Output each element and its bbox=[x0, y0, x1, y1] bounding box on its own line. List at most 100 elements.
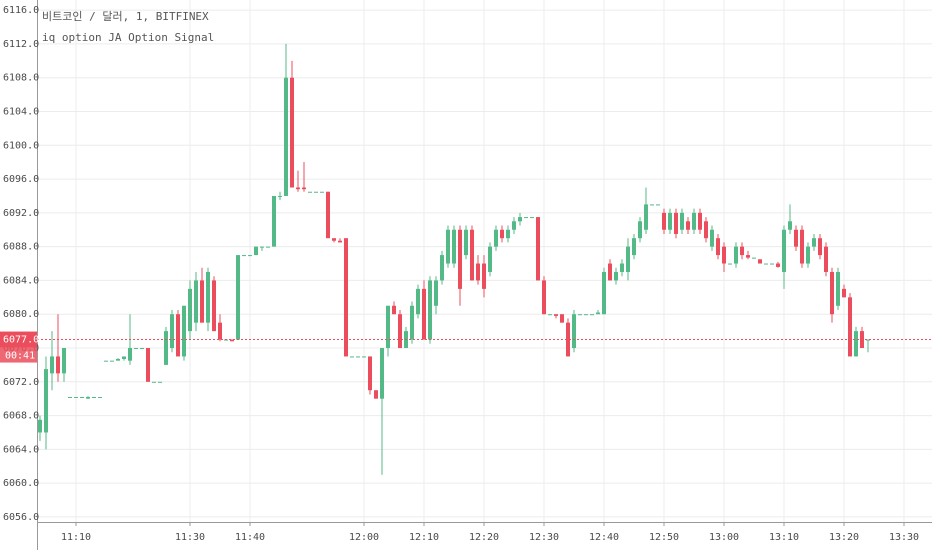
candle-body bbox=[590, 314, 594, 316]
candle-body bbox=[446, 229, 450, 264]
candle-body bbox=[158, 381, 162, 383]
candle-body bbox=[332, 238, 336, 241]
candle-body bbox=[218, 322, 222, 340]
candle-body bbox=[380, 348, 384, 399]
y-tick-label: 6060.0 bbox=[3, 478, 39, 489]
candle-body bbox=[242, 255, 246, 257]
candle-body bbox=[548, 314, 552, 316]
candle-body bbox=[668, 212, 672, 230]
candle-body bbox=[134, 348, 138, 349]
candle-body bbox=[716, 238, 720, 256]
candle-body bbox=[140, 348, 144, 349]
candle-body bbox=[410, 305, 414, 340]
candle-body bbox=[566, 322, 570, 357]
candle-body bbox=[614, 271, 618, 281]
candle-body bbox=[470, 229, 474, 281]
candle-body bbox=[518, 217, 522, 222]
candle-body bbox=[848, 297, 852, 357]
candle-body bbox=[56, 356, 60, 374]
candle-body bbox=[104, 360, 108, 362]
candle-body bbox=[338, 240, 342, 243]
candle-body bbox=[650, 204, 654, 206]
y-tick-label: 6068.0 bbox=[3, 411, 39, 422]
candle-body bbox=[620, 263, 624, 272]
candle-body bbox=[416, 288, 420, 315]
candle-body bbox=[314, 191, 318, 193]
candle-body bbox=[296, 187, 300, 190]
candle-body bbox=[578, 314, 582, 316]
chart-subtitle: iq option JA Option Signal bbox=[42, 31, 214, 44]
candle-body bbox=[422, 288, 426, 340]
candle-body bbox=[176, 314, 180, 357]
candle-body bbox=[788, 221, 792, 230]
candle-body bbox=[308, 191, 312, 193]
y-tick-label: 6096.0 bbox=[3, 174, 39, 185]
x-tick-label: 11:10 bbox=[61, 532, 91, 543]
candle-body bbox=[746, 255, 750, 258]
candle-body bbox=[170, 314, 174, 348]
candle-body bbox=[698, 212, 702, 230]
candle-body bbox=[230, 339, 234, 342]
candle-body bbox=[632, 238, 636, 256]
x-tick-label: 13:20 bbox=[829, 532, 859, 543]
candle-body bbox=[584, 314, 588, 316]
candle-body bbox=[350, 356, 354, 358]
candle-body bbox=[428, 280, 432, 340]
y-tick-label: 6072.0 bbox=[3, 377, 39, 388]
y-tick-label: 6056.0 bbox=[3, 512, 39, 523]
y-tick-label: 6112.0 bbox=[3, 39, 39, 50]
candle-body bbox=[656, 204, 660, 206]
candle-body bbox=[830, 271, 834, 315]
candle-body bbox=[764, 263, 768, 265]
candle-body bbox=[320, 191, 324, 193]
candle-body bbox=[512, 221, 516, 230]
candle-body bbox=[500, 229, 504, 239]
y-tick-label: 6100.0 bbox=[3, 140, 39, 151]
candle-body bbox=[542, 280, 546, 315]
x-tick-label: 12:30 bbox=[529, 532, 559, 543]
candle-body bbox=[458, 229, 462, 289]
chart-title: 비트코인 / 달러, 1, BITFINEX bbox=[42, 10, 209, 23]
y-tick-label: 6108.0 bbox=[3, 73, 39, 84]
candle-body bbox=[854, 331, 858, 357]
x-tick-label: 11:30 bbox=[175, 532, 205, 543]
candle-body bbox=[44, 369, 48, 433]
labels: 6056.06060.06064.06068.06072.06076.06080… bbox=[0, 5, 919, 543]
x-tick-label: 12:50 bbox=[649, 532, 679, 543]
candle-body bbox=[398, 314, 402, 348]
candle-body bbox=[608, 263, 612, 281]
candle-body bbox=[770, 263, 774, 265]
candle-body bbox=[572, 314, 576, 348]
candle-body bbox=[740, 246, 744, 256]
candle-body bbox=[200, 280, 204, 323]
candle-body bbox=[734, 246, 738, 264]
x-tick-label: 11:40 bbox=[235, 532, 265, 543]
candle-body bbox=[482, 263, 486, 289]
candle-body bbox=[818, 238, 822, 256]
candle-body bbox=[596, 312, 600, 315]
candle-body bbox=[806, 246, 810, 264]
candle-body bbox=[128, 348, 132, 361]
candle-body bbox=[368, 356, 372, 391]
candle-body bbox=[284, 77, 288, 196]
candle-body bbox=[116, 358, 120, 361]
candle-body bbox=[722, 246, 726, 264]
candle-body bbox=[374, 390, 378, 399]
last-price-box bbox=[0, 331, 37, 348]
candle-body bbox=[560, 314, 564, 323]
candle-body bbox=[824, 246, 828, 272]
candle-body bbox=[38, 419, 42, 433]
candle-body bbox=[686, 221, 690, 230]
candle-body bbox=[680, 212, 684, 230]
candle-body bbox=[476, 263, 480, 281]
candle-body bbox=[794, 229, 798, 247]
candle-body bbox=[536, 217, 540, 281]
candle-body bbox=[626, 246, 630, 272]
candle-body bbox=[98, 396, 102, 398]
candle-body bbox=[836, 271, 840, 306]
y-tick-label: 6092.0 bbox=[3, 208, 39, 219]
candle-body bbox=[248, 255, 252, 257]
